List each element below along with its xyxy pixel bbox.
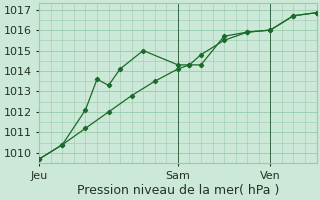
X-axis label: Pression niveau de la mer( hPa ): Pression niveau de la mer( hPa ) [77,184,279,197]
